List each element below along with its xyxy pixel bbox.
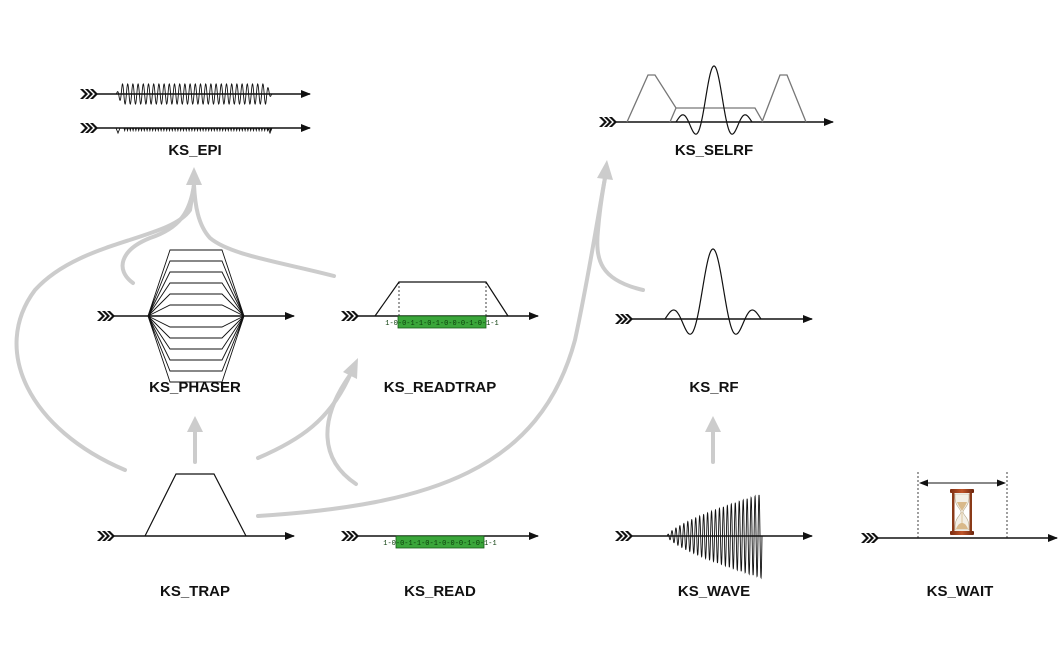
flow-wave-to-rf-head (705, 416, 721, 432)
ks-wave-block: KS_WAVE (615, 494, 813, 600)
flow-trap-to-selrf (256, 176, 607, 518)
ks-read-block: 1-0-0-1-1-0-1-0-0-0-1-0-1-1 KS_READ (341, 531, 539, 600)
label-ks-rf: KS_RF (689, 379, 738, 396)
label-ks-read: KS_READ (404, 583, 476, 600)
label-ks-readtrap: KS_READTRAP (384, 379, 497, 396)
label-ks-wait: KS_WAIT (927, 583, 994, 600)
label-ks-phaser: KS_PHASER (149, 379, 241, 396)
label-ks-selrf: KS_SELRF (675, 142, 753, 159)
chevron-tail-icon (80, 89, 98, 99)
flow-arrows (14, 160, 721, 518)
flow-rf-to-selrf (595, 176, 645, 292)
read-adc-bits: 1-0-0-1-1-0-1-0-0-0-1-0-1-1 (383, 540, 496, 548)
read-adc-window (395, 535, 485, 549)
ks-phaser-block: KS_PHASER (97, 249, 295, 396)
flow-read-to-readtrap (325, 373, 358, 486)
trap-trapezoid (144, 473, 247, 537)
label-ks-epi: KS_EPI (168, 142, 221, 159)
flow-to-readtrap-head (343, 358, 358, 379)
selrf-gradient-trapezoids (626, 74, 807, 123)
selrf-sinc-pulse (675, 65, 753, 135)
chevron-tail-icon (615, 314, 633, 324)
ks-wait-block: KS_WAIT (861, 472, 1058, 600)
hourglass-icon (950, 489, 974, 535)
epi-readout-oscillation (115, 83, 273, 105)
epi-phase-blips (115, 127, 273, 135)
flow-trap-to-readtrap (256, 373, 352, 460)
label-ks-wave: KS_WAVE (678, 583, 750, 600)
chevron-tail-icon (80, 123, 98, 133)
ks-readtrap-block: 1-0-0-1-1-0-1-0-0-0-1-0-1-1 KS_READTRAP (341, 281, 539, 396)
chevron-tail-icon (861, 533, 879, 543)
chevron-tail-icon (341, 311, 359, 321)
readtrap-adc-window (397, 315, 487, 329)
chevron-tail-icon (599, 117, 617, 127)
phaser-gradient-table (147, 249, 245, 383)
ks-rf-block: KS_RF (615, 248, 813, 396)
wave-chirp-waveform (666, 494, 763, 580)
flow-readtrap-to-epi (192, 183, 336, 278)
ks-trap-block: KS_TRAP (97, 473, 295, 600)
ks-epi-block: KS_EPI (80, 83, 311, 159)
rf-sinc-pulse (664, 248, 762, 335)
chevron-tail-icon (97, 311, 115, 321)
ks-selrf-block: KS_SELRF (599, 65, 834, 159)
readtrap-adc-bits: 1-0-0-1-1-0-1-0-0-0-1-0-1-1 (385, 320, 498, 328)
chevron-tail-icon (615, 531, 633, 541)
flow-to-selrf-head (597, 160, 613, 180)
readtrap-trapezoid (374, 281, 509, 317)
chevron-tail-icon (341, 531, 359, 541)
label-ks-trap: KS_TRAP (160, 583, 230, 600)
flow-phaser-to-epi (120, 183, 196, 285)
flow-trap-to-epi (14, 183, 196, 472)
flow-trap-to-phaser-head (187, 416, 203, 432)
chevron-tail-icon (97, 531, 115, 541)
flow-to-epi-head (186, 167, 202, 185)
